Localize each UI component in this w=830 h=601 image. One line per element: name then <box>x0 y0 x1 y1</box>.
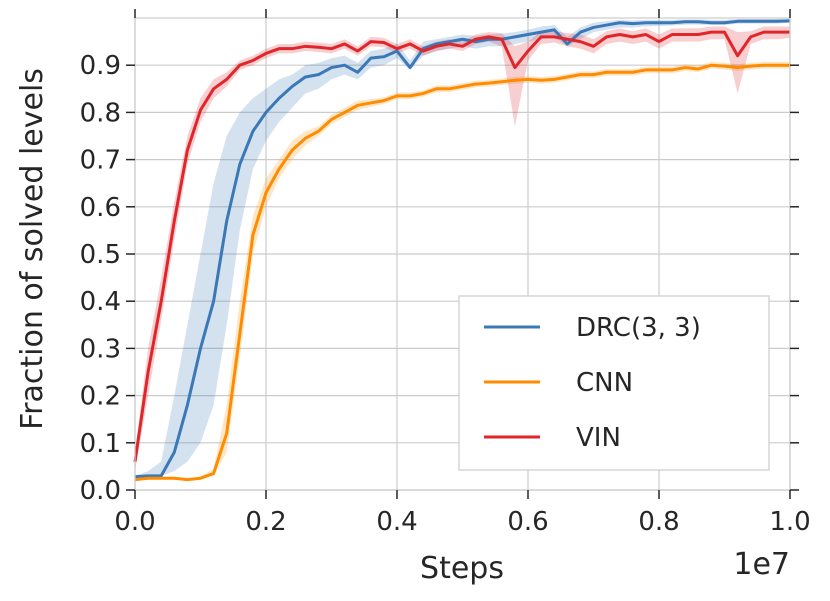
y-tick-label: 0.0 <box>80 476 121 506</box>
series-band-0 <box>135 18 790 477</box>
y-tick-label: 0.9 <box>80 51 121 81</box>
y-tick-label: 0.2 <box>80 382 121 412</box>
x-axis-ticks: 0.0 0.2 0.4 0.6 0.8 1.0 <box>114 9 811 537</box>
series-line-0 <box>134 19 791 479</box>
x-tick-label: 0.0 <box>114 507 155 537</box>
x-axis-label: Steps <box>420 551 504 586</box>
y-tick-label: 0.8 <box>80 98 121 128</box>
confidence-bands <box>135 18 790 481</box>
series-line-1 <box>134 63 790 482</box>
series-line-2 <box>133 30 790 462</box>
legend-label-0: DRC(3, 3) <box>576 313 701 343</box>
series-lines <box>133 19 791 482</box>
legend: DRC(3, 3) CNN VIN <box>458 295 770 471</box>
y-tick-label: 0.1 <box>80 429 121 459</box>
y-tick-label: 0.5 <box>80 240 121 270</box>
y-tick-label: 0.6 <box>80 193 121 223</box>
x-axis-offset-label: 1e7 <box>733 547 790 582</box>
legend-label-2: VIN <box>576 423 621 453</box>
x-tick-label: 0.8 <box>638 507 679 537</box>
y-tick-label: 0.7 <box>80 146 121 176</box>
x-tick-label: 0.2 <box>245 507 286 537</box>
y-axis-ticks: 0.0 0.1 0.2 0.3 0.4 0.5 0.6 0.7 0.8 0.9 <box>80 51 799 506</box>
x-tick-label: 1.0 <box>769 507 810 537</box>
x-tick-label: 0.4 <box>376 507 417 537</box>
x-tick-label: 0.6 <box>507 507 548 537</box>
y-tick-label: 0.3 <box>80 334 121 364</box>
y-axis-label: Fraction of solved levels <box>15 68 50 430</box>
legend-label-1: CNN <box>576 368 633 398</box>
y-tick-label: 0.4 <box>80 287 121 317</box>
